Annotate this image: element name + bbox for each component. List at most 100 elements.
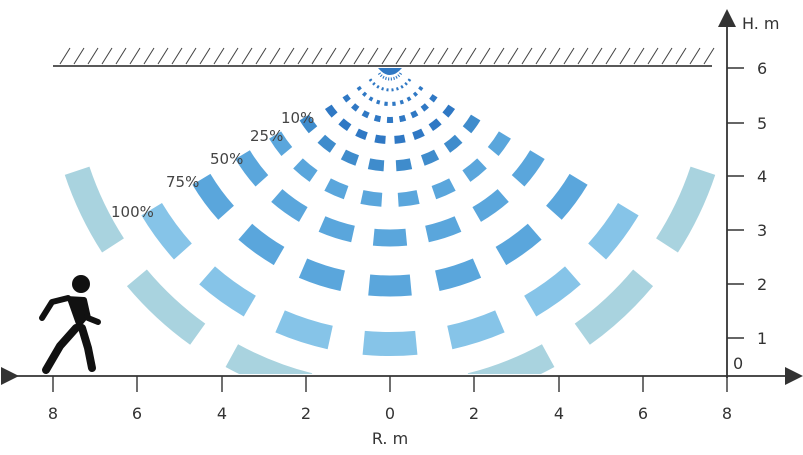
detection-ring-segment — [467, 118, 476, 130]
ceiling-hatch-mark — [648, 48, 658, 64]
ceiling-hatch-mark — [130, 48, 140, 64]
ceiling-hatch-mark — [606, 48, 616, 64]
detection-ring-segment — [530, 275, 573, 306]
detection-ring-segment — [152, 209, 183, 251]
detection-ring-segment — [370, 98, 373, 100]
detection-ring-segment — [363, 93, 365, 95]
detection-ring-segment — [369, 164, 384, 166]
detection-ring-segment — [401, 86, 403, 87]
detection-ring-segment — [396, 89, 398, 90]
ceiling-hatch-mark — [676, 48, 686, 64]
detection-ring-segment — [423, 155, 437, 161]
detection-ring-segment — [396, 77, 397, 78]
detection-ring-segment — [518, 155, 537, 181]
detection-ring-segment — [382, 89, 384, 90]
horizontal-tick-label: 6 — [638, 404, 648, 423]
horizontal-tick-label: 8 — [722, 404, 732, 423]
ceiling-hatch-mark — [634, 48, 644, 64]
ceiling-hatch-mark — [438, 48, 448, 64]
detection-ring-segment — [298, 163, 314, 176]
ceiling-hatch-mark — [102, 48, 112, 64]
ceiling-hatch-mark — [298, 48, 308, 64]
walking-person-icon — [42, 275, 98, 370]
ceiling-hatch-mark — [116, 48, 126, 64]
detection-ring-segment — [243, 155, 262, 181]
ceiling-hatch-mark — [410, 48, 420, 64]
horizontal-tick-label: 4 — [217, 404, 227, 423]
horizontal-tick-label: 0 — [385, 404, 395, 423]
ceiling-hatch-mark — [578, 48, 588, 64]
vertical-tick-label: 1 — [757, 329, 767, 348]
detection-ring-segment — [201, 179, 226, 213]
detection-ring-segment — [321, 139, 333, 149]
vertical-tick-label: 3 — [757, 221, 767, 240]
ceiling-hatch-mark — [270, 48, 280, 64]
detection-ring-segment — [408, 98, 411, 100]
ceiling-hatch-mark — [368, 48, 378, 64]
detection-ring-segment — [303, 268, 343, 281]
horizontal-tick-label: 8 — [48, 404, 58, 423]
ceiling-hatch-mark — [284, 48, 294, 64]
coverage-label-75: 75% — [166, 173, 199, 191]
detection-ring-segment — [383, 77, 384, 78]
detection-ring-segment — [280, 321, 330, 337]
detection-ring-segment — [493, 135, 505, 152]
detection-ring-segment — [477, 196, 504, 215]
horizontal-tick-label: 2 — [301, 404, 311, 423]
detection-ring-segment — [466, 163, 482, 176]
detection-ring-segment — [379, 73, 380, 74]
ceiling-hatch-mark — [326, 48, 336, 64]
horizontal-tick-label: 4 — [554, 404, 564, 423]
detection-ring-segment — [364, 343, 417, 344]
detection-ring-segment — [77, 171, 113, 246]
ceiling-hatch-mark — [312, 48, 322, 64]
detection-ring-segment — [370, 79, 371, 81]
detection-ring-segment — [245, 232, 279, 256]
detection-ring-segment — [405, 83, 407, 84]
ceiling-hatch-mark — [452, 48, 462, 64]
detection-ring-segment — [377, 86, 379, 87]
detection-ring-segment — [434, 185, 453, 193]
detection-ring-segment — [445, 107, 451, 115]
detection-ring-segment — [432, 96, 436, 101]
ceiling-hatch-mark — [480, 48, 490, 64]
detection-ring-segment — [471, 356, 548, 386]
ceiling-hatch-mark — [354, 48, 364, 64]
ceiling-hatch-mark — [690, 48, 700, 64]
ceiling-hatch-mark — [242, 48, 252, 64]
vertical-tick-label: 5 — [757, 114, 767, 133]
coverage-label-10: 10% — [281, 109, 314, 127]
ceiling-hatch-mark — [620, 48, 630, 64]
coverage-label-25: 25% — [250, 127, 283, 145]
detection-ring-segment — [207, 275, 250, 306]
detection-ring-segment — [232, 356, 309, 386]
sensor-dome-icon — [378, 68, 402, 75]
detection-ring-segment — [375, 139, 385, 140]
detection-ring-segment — [554, 179, 579, 213]
coverage-label-100: 100% — [111, 203, 154, 221]
ceiling-hatch-mark — [396, 48, 406, 64]
detection-ring-segment — [277, 196, 304, 215]
detection-ring-segment — [422, 105, 427, 109]
ceiling-hatch-mark — [466, 48, 476, 64]
vertical-axis-title: H. m — [742, 14, 780, 33]
ceiling-hatch-mark — [340, 48, 350, 64]
detection-ring-segment — [363, 113, 368, 116]
detection-rings — [77, 73, 703, 396]
detection-ring-segment — [341, 121, 349, 127]
detection-ring-segment — [362, 197, 382, 200]
detection-ring-segment — [358, 87, 360, 90]
ceiling-hatch-mark — [536, 48, 546, 64]
detection-ring-segment — [450, 321, 500, 337]
ceiling-hatch-mark — [522, 48, 532, 64]
detection-ring-segment — [501, 232, 535, 256]
detection-ring-segment — [137, 278, 198, 334]
detection-ring-segment — [349, 393, 432, 396]
detection-ring-segment — [343, 155, 357, 161]
detection-ring-segment — [431, 121, 439, 127]
detection-ring-segment — [414, 132, 424, 136]
detection-ring-segment — [582, 278, 643, 334]
horizontal-axis-title: R. m — [372, 429, 408, 448]
vertical-tick-label: 2 — [757, 275, 767, 294]
